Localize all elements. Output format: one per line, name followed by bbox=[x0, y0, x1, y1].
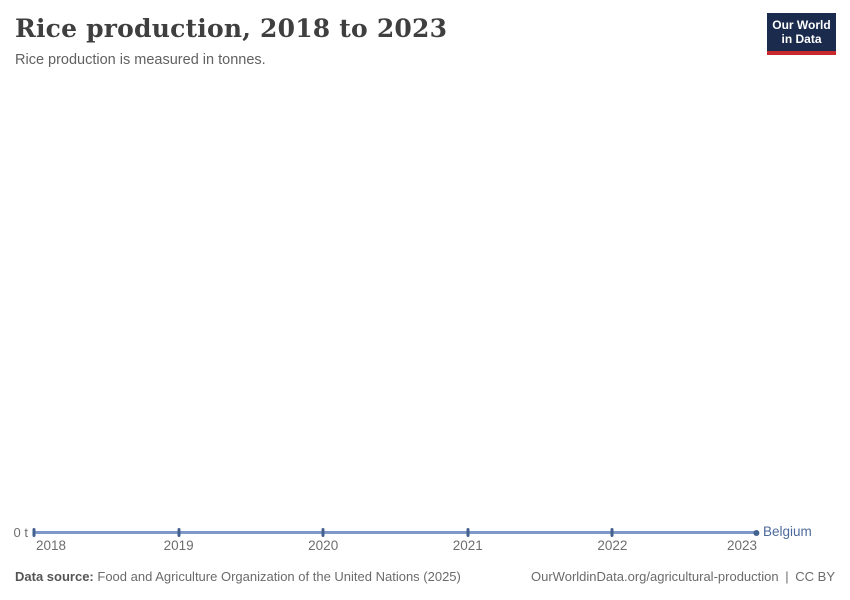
data-source-label: Data source: bbox=[15, 569, 94, 584]
owid-logo-line2: in Data bbox=[781, 32, 822, 46]
data-source-text: Food and Agriculture Organization of the… bbox=[97, 569, 461, 584]
data-point-marker-2018[interactable] bbox=[32, 528, 36, 537]
footer-url-link[interactable]: OurWorldinData.org/agricultural-producti… bbox=[531, 569, 779, 584]
footer-attribution: OurWorldinData.org/agricultural-producti… bbox=[531, 569, 835, 584]
plot-area bbox=[32, 0, 760, 600]
footer-license: CC BY bbox=[795, 569, 835, 584]
data-point-marker-2022[interactable] bbox=[610, 528, 614, 537]
data-point-marker-2019[interactable] bbox=[177, 528, 181, 537]
x-axis-tick-2023: 2023 bbox=[726, 538, 757, 553]
x-axis-tick-2021: 2021 bbox=[452, 538, 483, 553]
x-axis-tick-2019: 2019 bbox=[163, 538, 194, 553]
x-axis-tick-2018: 2018 bbox=[36, 538, 67, 553]
data-point-marker-2021[interactable] bbox=[466, 528, 470, 537]
belgium-series-line[interactable] bbox=[34, 531, 757, 534]
x-axis-tick-2020: 2020 bbox=[308, 538, 339, 553]
owid-logo-line1: Our World bbox=[772, 18, 831, 32]
chart-title: Rice production, 2018 to 2023 bbox=[15, 14, 448, 43]
footer-separator: | bbox=[785, 569, 789, 584]
footer-data-source: Data source: Food and Agriculture Organi… bbox=[15, 569, 461, 584]
data-point-marker-2023[interactable] bbox=[753, 529, 760, 536]
x-axis-tick-2022: 2022 bbox=[597, 538, 628, 553]
y-axis-tick-label: 0 t bbox=[13, 525, 28, 540]
series-label-belgium[interactable]: Belgium bbox=[763, 524, 812, 539]
data-point-marker-2020[interactable] bbox=[321, 528, 325, 537]
chart-subtitle: Rice production is measured in tonnes. bbox=[15, 52, 266, 68]
owid-logo[interactable]: Our World in Data bbox=[767, 13, 836, 55]
x-axis: 2018 2019 2020 2021 2022 2023 bbox=[34, 538, 757, 556]
